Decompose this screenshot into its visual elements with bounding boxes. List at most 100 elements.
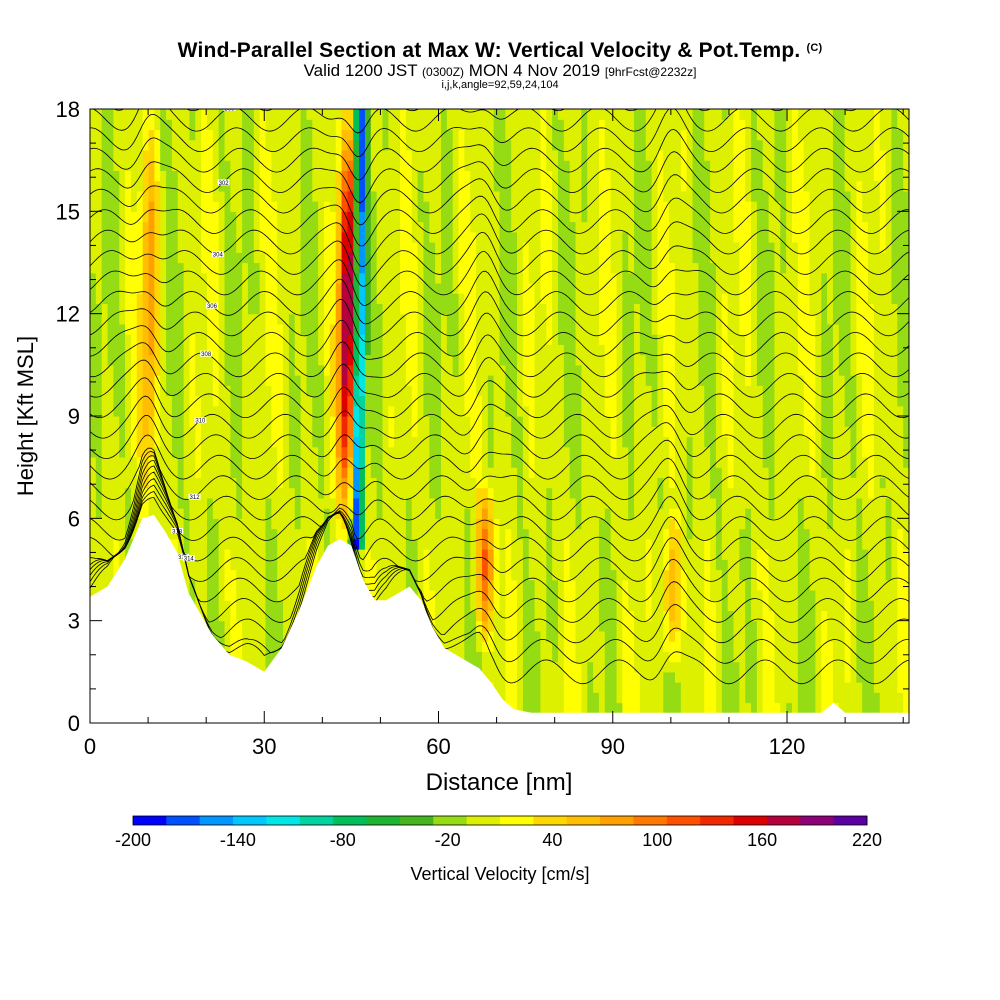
velocity-cell <box>329 416 337 427</box>
velocity-cell <box>540 323 547 335</box>
velocity-cell <box>283 119 290 131</box>
velocity-cell <box>300 385 308 397</box>
velocity-cell <box>534 262 542 274</box>
velocity-cell <box>505 600 512 612</box>
velocity-cell <box>154 354 161 366</box>
velocity-cell <box>259 129 267 141</box>
velocity-cell <box>236 477 243 489</box>
velocity-cell <box>458 364 465 376</box>
velocity-cell <box>294 497 302 509</box>
velocity-cell <box>101 477 109 489</box>
velocity-cell <box>247 375 255 386</box>
velocity-cell <box>563 426 571 438</box>
velocity-cell <box>435 160 442 171</box>
velocity-cell <box>259 149 267 161</box>
velocity-cell <box>212 119 220 131</box>
velocity-cell <box>511 579 518 591</box>
velocity-cell <box>417 231 425 243</box>
velocity-cell <box>534 375 542 386</box>
velocity-cell <box>493 242 501 253</box>
velocity-cell <box>195 497 202 509</box>
velocity-cell <box>288 436 296 448</box>
velocity-cell <box>493 272 501 284</box>
velocity-cell <box>534 426 542 438</box>
velocity-cell <box>154 395 161 407</box>
velocity-cell <box>522 549 530 560</box>
velocity-cell <box>113 303 120 315</box>
velocity-cell <box>405 405 413 417</box>
velocity-cell <box>476 651 483 663</box>
velocity-cell <box>487 231 495 243</box>
velocity-cell <box>423 375 430 386</box>
velocity-cell <box>306 446 313 458</box>
velocity-cell <box>411 139 419 151</box>
velocity-cell <box>400 211 407 223</box>
velocity-cell <box>458 436 465 448</box>
velocity-cell <box>90 344 97 356</box>
velocity-cell <box>546 661 553 673</box>
velocity-cell <box>218 579 226 591</box>
velocity-cell <box>113 477 120 489</box>
velocity-cell <box>563 303 571 315</box>
velocity-cell <box>505 170 512 182</box>
velocity-cell <box>540 651 547 663</box>
velocity-cell <box>183 518 191 530</box>
velocity-cell <box>242 129 249 141</box>
velocity-cell <box>341 518 348 530</box>
velocity-cell <box>113 487 120 499</box>
velocity-cell <box>318 139 325 151</box>
velocity-cell <box>242 589 249 601</box>
velocity-cell <box>335 160 343 171</box>
velocity-cell <box>563 201 571 212</box>
velocity-cell <box>171 262 179 274</box>
velocity-cell <box>294 201 302 212</box>
velocity-cell <box>101 538 109 550</box>
velocity-cell <box>528 600 536 612</box>
velocity-cell <box>253 293 261 305</box>
velocity-cell <box>335 323 343 335</box>
velocity-cell <box>247 549 255 560</box>
velocity-cell <box>242 109 249 120</box>
velocity-cell <box>353 201 360 212</box>
velocity-cell <box>499 579 506 591</box>
velocity-cell <box>189 518 196 530</box>
velocity-cell <box>218 487 226 499</box>
velocity-cell <box>528 508 536 519</box>
velocity-cell <box>464 262 471 274</box>
velocity-cell <box>306 221 313 233</box>
velocity-cell <box>247 477 255 489</box>
velocity-cell <box>476 385 483 397</box>
velocity-cell <box>382 354 389 366</box>
velocity-cell <box>423 272 430 284</box>
velocity-cell <box>552 569 559 581</box>
velocity-cell <box>271 508 278 519</box>
velocity-cell <box>394 160 401 171</box>
velocity-cell <box>171 129 179 141</box>
velocity-cell <box>458 518 465 530</box>
velocity-cell <box>522 242 530 253</box>
velocity-cell <box>207 620 214 632</box>
velocity-cell <box>160 262 167 274</box>
velocity-cell <box>177 221 185 233</box>
velocity-cell <box>552 282 559 294</box>
velocity-cell <box>540 426 547 438</box>
velocity-cell <box>382 272 389 284</box>
velocity-cell <box>201 538 208 550</box>
velocity-cell <box>505 610 512 622</box>
velocity-cell <box>300 559 308 571</box>
velocity-cell <box>441 569 448 581</box>
velocity-cell <box>160 170 167 182</box>
velocity-cell <box>306 395 313 407</box>
velocity-cell <box>470 119 477 131</box>
velocity-cell <box>259 600 267 612</box>
velocity-cell <box>353 282 360 294</box>
velocity-cell <box>505 190 512 202</box>
velocity-cell <box>236 538 243 550</box>
velocity-cell <box>201 405 208 417</box>
velocity-cell <box>452 559 460 571</box>
velocity-cell <box>493 569 501 581</box>
velocity-cell <box>405 303 413 315</box>
velocity-cell <box>441 579 448 591</box>
velocity-cell <box>569 508 577 519</box>
velocity-cell <box>207 354 214 366</box>
